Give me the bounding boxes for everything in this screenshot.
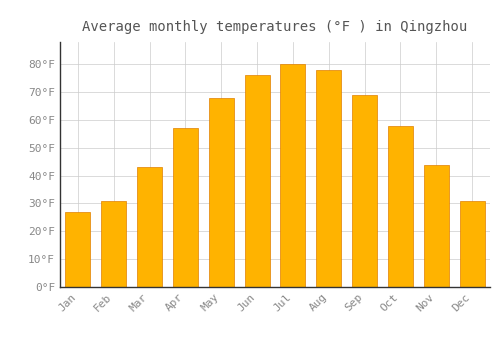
Bar	[137, 167, 162, 287]
Bar	[208, 98, 234, 287]
Bar	[244, 75, 270, 287]
Bar	[101, 201, 126, 287]
Title: Average monthly temperatures (°F ) in Qingzhou: Average monthly temperatures (°F ) in Qi…	[82, 20, 468, 34]
Bar	[280, 64, 305, 287]
Bar	[424, 164, 449, 287]
Bar	[316, 70, 342, 287]
Bar	[388, 126, 413, 287]
Bar	[352, 95, 377, 287]
Bar	[460, 201, 484, 287]
Bar	[173, 128, 198, 287]
Bar	[66, 212, 90, 287]
